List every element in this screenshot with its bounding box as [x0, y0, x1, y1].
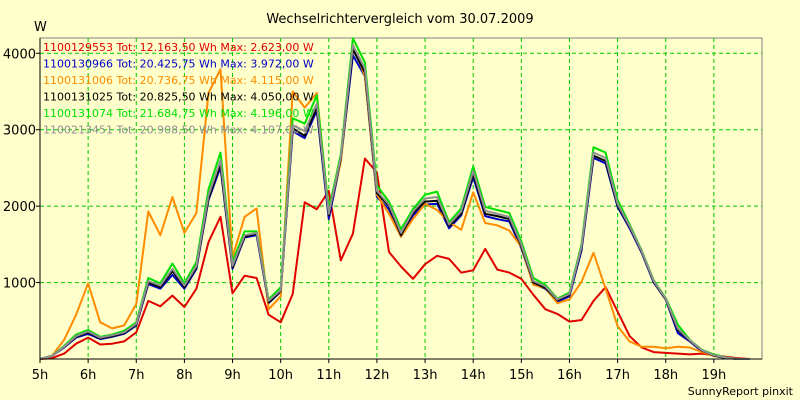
legend-entry-1100213451: 1100213451 Tot: 20.908,50 Wh Max: 4.107,… [43, 124, 314, 137]
legend-entry-1100131074: 1100131074 Tot: 21.684,75 Wh Max: 4.196,… [43, 107, 314, 120]
y-tick-label: 1000 [3, 277, 36, 292]
legend-entry-1100131025: 1100131025 Tot: 20.825,50 Wh Max: 4.050,… [43, 91, 314, 104]
series-line-1100129553 [39, 157, 751, 360]
x-tick-label: 15h [509, 368, 534, 383]
x-tick-label: 5h [32, 368, 49, 383]
x-tick-label: 12h [365, 368, 390, 383]
chart-title: Wechselrichtervergleich vom 30.07.2009 [266, 12, 533, 27]
x-tick-label: 9h [224, 368, 241, 383]
legend-entry-1100131006: 1100131006 Tot: 20.736,75 Wh Max: 4.115,… [43, 74, 314, 87]
x-tick-label: 7h [128, 368, 145, 383]
x-tick-label: 14h [461, 368, 486, 383]
x-tick-label: 10h [268, 368, 293, 383]
x-tick-label: 18h [653, 368, 678, 383]
legend-entry-1100130966: 1100130966 Tot: 20.425,75 Wh Max: 3.972,… [43, 58, 314, 71]
y-axis-unit: W [34, 20, 47, 35]
x-tick-label: 17h [605, 368, 630, 383]
x-tick-label: 6h [80, 368, 97, 383]
x-tick-label: 16h [557, 368, 582, 383]
series-line-1100213451 [39, 44, 750, 360]
series-lines [39, 37, 751, 360]
footer-credit: SunnyReport pinxit [688, 385, 794, 398]
legend: 1100129553 Tot: 12.163,50 Wh Max: 2.623,… [43, 41, 314, 137]
series-line-1100131006 [39, 43, 750, 360]
x-tick-label: 19h [701, 368, 726, 383]
y-tick-label: 3000 [3, 124, 36, 139]
axes: 5h 6h 7h 8h 9h 10h 11h 12h 13h 14h 15h 16h 17h 18h 19h… [3, 38, 762, 383]
x-tick-label: 11h [316, 368, 341, 383]
legend-entry-1100129553: 1100129553 Tot: 12.163,50 Wh Max: 2.623,… [43, 41, 314, 54]
y-tick-label: 4000 [3, 47, 36, 62]
x-tick-label: 13h [413, 368, 438, 383]
x-tick-label: 8h [176, 368, 193, 383]
y-tick-label: 2000 [3, 200, 36, 215]
